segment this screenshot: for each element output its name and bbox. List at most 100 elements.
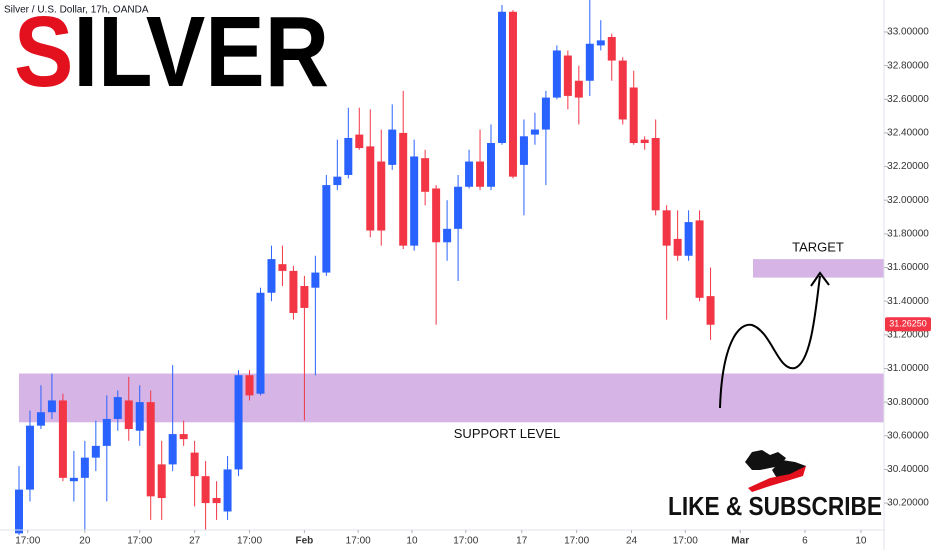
title-accent: S: [14, 0, 73, 108]
candle-body: [289, 270, 298, 313]
x-tick-label: 10: [855, 536, 867, 547]
y-tick-label: 31.20000: [887, 329, 929, 340]
candle-body: [69, 477, 78, 482]
y-tick-label: 32.40000: [887, 128, 929, 139]
candle-body: [322, 185, 331, 273]
candle-body: [519, 136, 528, 165]
candle-body: [190, 452, 199, 477]
candle-body: [58, 400, 67, 478]
candle-body: [278, 264, 287, 271]
candle-body: [497, 11, 506, 144]
candle-body: [563, 55, 572, 96]
candle-body: [651, 137, 660, 211]
y-tick-label: 30.60000: [887, 430, 929, 441]
chart-title: SILVER: [14, 0, 329, 108]
zone-label: TARGET: [792, 240, 844, 255]
candle-body: [47, 400, 56, 413]
candle-body: [541, 97, 550, 130]
y-tick-label: 33.00000: [887, 27, 929, 38]
last-price-label: 31.26250: [889, 319, 927, 329]
candle-body: [432, 188, 441, 243]
x-tick-label: 20: [79, 536, 91, 547]
candle-body: [300, 286, 309, 308]
candle-body: [607, 37, 616, 61]
zone-label: SUPPORT LEVEL: [454, 426, 560, 441]
last-price-tag: [885, 317, 931, 332]
arrow-head: [810, 271, 830, 287]
x-tick-label: 10: [406, 536, 418, 547]
candle-body: [552, 50, 561, 98]
x-tick-label: 17:00: [564, 536, 589, 547]
x-tick-label: Mar: [731, 536, 749, 547]
y-tick-label: 32.20000: [887, 161, 929, 172]
candle-body: [706, 296, 715, 325]
candle-body: [410, 156, 419, 246]
candle-body: [355, 134, 364, 149]
candle-body: [629, 87, 638, 144]
candle-body: [465, 161, 474, 187]
candle-body: [421, 158, 430, 192]
x-tick-label: 24: [626, 536, 638, 547]
axes: 30.20000 30.40000 30.60000 30.80000 31.00000…: [15, 27, 931, 547]
candle-body: [399, 132, 408, 246]
x-tick-label: 17:00: [453, 536, 478, 547]
bull-bear-icon: [745, 450, 806, 492]
y-tick-label: 32.60000: [887, 94, 929, 105]
chart-header: Silver / U.S. Dollar, 17h, OANDA: [4, 5, 149, 16]
candle-body: [124, 400, 133, 430]
y-tick-label: 31.00000: [887, 363, 929, 374]
candle-body: [102, 418, 111, 446]
y-tick-label: 31.80000: [887, 229, 929, 240]
projection-arrow: [719, 275, 821, 409]
candle-body: [574, 80, 583, 98]
zones: SUPPORT LEVEL TARGET: [19, 240, 884, 441]
y-tick-label: 30.40000: [887, 464, 929, 475]
candle-body: [135, 402, 144, 431]
candle-body: [201, 476, 210, 504]
candle-body: [596, 40, 605, 46]
candle-body: [14, 489, 23, 534]
bear-shape: [745, 450, 786, 470]
y-tick-label: 30.80000: [887, 397, 929, 408]
candle-body: [223, 469, 232, 512]
y-tick-label: 32.00000: [887, 195, 929, 206]
candle-body: [476, 161, 485, 187]
candle-body: [530, 129, 539, 135]
candle-body: [36, 412, 45, 426]
x-tick-label: Feb: [296, 536, 314, 547]
candle-body: [377, 161, 386, 231]
candle-body: [179, 434, 188, 440]
candle-body: [113, 397, 122, 419]
x-tick-label: 17: [516, 536, 528, 547]
candle-body: [454, 186, 463, 229]
candle-body: [80, 457, 89, 478]
candle-body: [157, 464, 166, 499]
candle-body: [212, 498, 221, 504]
y-tick-label: 31.40000: [887, 296, 929, 307]
x-tick-label: 17:00: [127, 536, 152, 547]
candle-body: [443, 228, 452, 243]
title-rest: ILVER: [73, 0, 329, 108]
candle-body: [267, 259, 276, 293]
candle-body: [640, 139, 649, 144]
candle-body: [673, 238, 682, 256]
candle-body: [508, 11, 517, 177]
trend-arrow: [748, 466, 806, 492]
y-tick-label: 31.60000: [887, 262, 929, 273]
x-tick-label: 17:00: [673, 536, 698, 547]
candle-body: [487, 143, 496, 187]
candle-body: [388, 129, 397, 165]
candle-body: [684, 222, 693, 256]
candle-body: [662, 210, 671, 246]
x-tick-label: 27: [189, 536, 201, 547]
y-tick-label: 32.80000: [887, 60, 929, 71]
candle-body: [695, 220, 704, 298]
candle-body: [25, 425, 34, 490]
branding: LIKE & SUBSCRIBE: [668, 491, 882, 521]
x-tick-label: 17:00: [346, 536, 371, 547]
candle-body: [168, 434, 177, 465]
candle-body: [366, 146, 375, 231]
candle-body: [91, 445, 100, 458]
